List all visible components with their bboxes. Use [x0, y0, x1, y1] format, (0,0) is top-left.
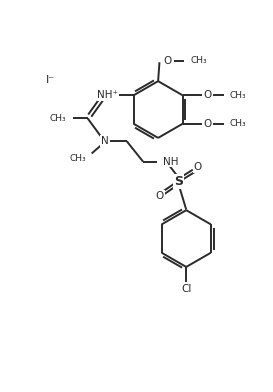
Text: NH⁺: NH⁺ — [97, 90, 118, 100]
Text: CH₃: CH₃ — [230, 119, 247, 128]
Text: O: O — [203, 119, 212, 129]
Text: CH₃: CH₃ — [70, 154, 86, 163]
Text: O: O — [194, 163, 202, 172]
Text: CH₃: CH₃ — [191, 56, 207, 65]
Text: CH₃: CH₃ — [49, 114, 66, 123]
Text: NH: NH — [163, 156, 179, 167]
Text: O: O — [203, 90, 212, 100]
Text: N: N — [101, 136, 109, 146]
Text: Cl: Cl — [181, 284, 191, 294]
Text: O: O — [156, 191, 164, 201]
Text: O: O — [163, 56, 171, 66]
Text: S: S — [174, 175, 183, 188]
Text: CH₃: CH₃ — [230, 91, 247, 100]
Text: I⁻: I⁻ — [46, 75, 55, 85]
